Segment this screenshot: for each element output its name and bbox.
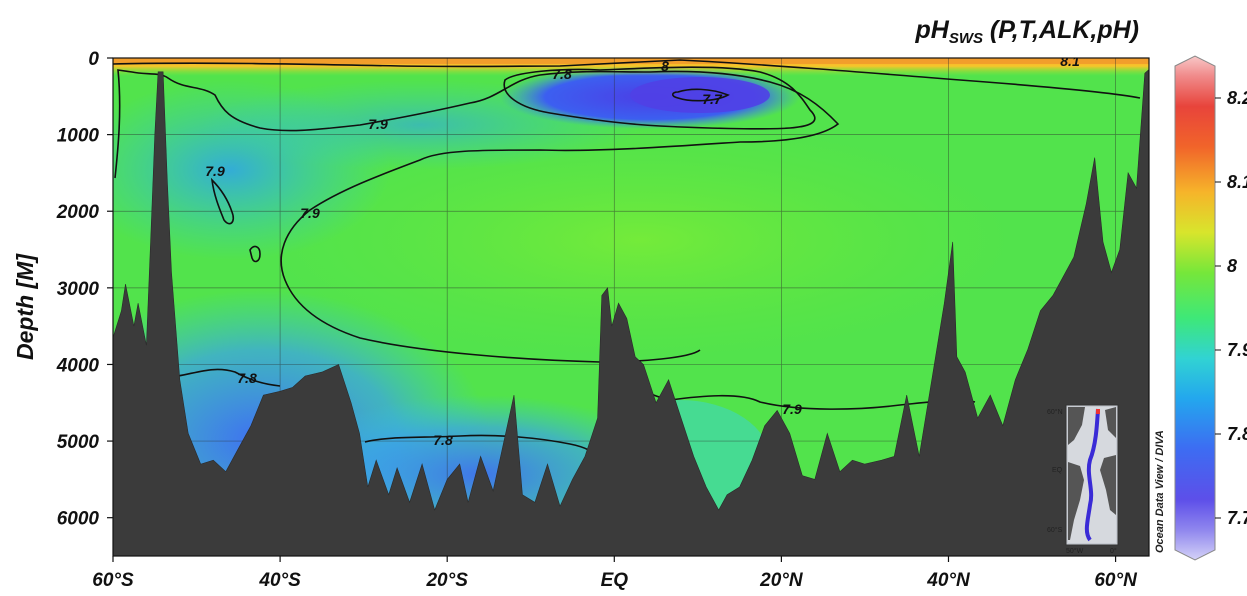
y-tick-label-3: 3000 [57, 279, 100, 300]
x-tick-label-0: 60°S [92, 570, 134, 591]
plot-area: 7.8 8 8.1 7.7 7.9 7.9 7.9 7.8 7.8 7.9 60… [113, 53, 1149, 556]
colorbar-ticks: 8.2 8.1 8 7.9 7.8 7.7 [1215, 88, 1247, 528]
plot-frame [112, 57, 1150, 557]
y-tick-label-2: 2000 [56, 202, 100, 223]
colorbar-tick-label-4: 7.8 [1227, 424, 1247, 444]
contour-label-7-9-c: 7.9 [300, 205, 320, 221]
colorbar-tick-label-5: 7.7 [1227, 508, 1247, 528]
y-tick-label-1: 1000 [57, 126, 100, 147]
contour-7-9-upper [114, 69, 840, 363]
colorbar-tick-label-0: 8.2 [1227, 88, 1247, 108]
omz-core [630, 77, 770, 113]
contour-label-7-9-d: 7.9 [782, 401, 802, 417]
chart-title: pHSWS (P,T,ALK,pH) [914, 16, 1139, 47]
x-tick-label-4: 20°N [759, 570, 804, 591]
inset-map: 60°N EQ 60°S 50°W 0° [1047, 404, 1119, 555]
contour-label-8-1: 8.1 [1060, 53, 1080, 69]
colorbar-tick-label-2: 8 [1227, 256, 1237, 276]
inset-map-africa [1100, 455, 1116, 515]
contour-7-7 [671, 88, 730, 102]
seafloor-bathymetry [113, 69, 1149, 556]
green-core-field [260, 120, 1020, 360]
x-axis-ticks: 60°S 40°S 20°S EQ 20°N 40°N 60°N [92, 556, 1138, 591]
y-tick-label-5: 5000 [57, 432, 100, 453]
inset-lat-eq: EQ [1052, 467, 1063, 474]
title-rest: (P,T,ALK,pH) [983, 16, 1139, 44]
colorbar-body [1174, 55, 1216, 561]
title-base: pH [914, 16, 949, 44]
y-tick-label-4: 4000 [56, 355, 100, 376]
contour-label-7-9-a: 7.9 [368, 116, 388, 132]
contour-label-7-8-c: 7.8 [433, 432, 453, 448]
inset-lon-50w: 50°W [1066, 547, 1084, 555]
contour-7-8-omz [503, 66, 816, 130]
y-axis-ticks: 0 1000 2000 3000 4000 5000 6000 [56, 49, 113, 530]
y-tick-label-0: 0 [88, 49, 99, 70]
inset-lat-60n: 60°N [1047, 408, 1063, 416]
inset-map-south-america [1068, 462, 1084, 540]
contour-label-7-9-b: 7.9 [205, 163, 225, 179]
surface-orange [113, 58, 1149, 64]
x-tick-label-2: 20°S [425, 570, 468, 591]
contour-label-8: 8 [661, 58, 669, 74]
inset-lat-60s: 60°S [1047, 526, 1063, 534]
y-tick-label-6: 6000 [57, 509, 100, 530]
colorbar-tick-label-1: 8.1 [1227, 172, 1247, 192]
x-tick-label-6: 60°N [1094, 570, 1138, 591]
inset-lon-0: 0° [1110, 547, 1117, 555]
contour-7-9-deep-north [599, 365, 976, 410]
colorbar-tick-label-3: 7.9 [1227, 340, 1247, 360]
y-axis-label: Depth [M] [12, 253, 38, 360]
title-subscript: SWS [949, 30, 983, 47]
contour-label-7-8-b: 7.8 [237, 370, 257, 386]
contour-labels: 7.8 8 8.1 7.7 7.9 7.9 7.9 7.8 7.8 7.9 [205, 53, 1080, 448]
contour-8-surface [113, 59, 1141, 99]
contour-label-7-8-a: 7.8 [552, 66, 572, 82]
inset-map-europe [1105, 407, 1116, 438]
contour-7-9-west [210, 177, 235, 225]
contour-7-9-blob [249, 245, 261, 263]
inset-map-north-america [1068, 407, 1085, 445]
colorbar: 8.2 8.1 8 7.9 7.8 7.7 [1174, 55, 1247, 561]
inset-map-cruise-track [1084, 408, 1100, 542]
contour-label-7-7: 7.7 [702, 91, 723, 107]
x-tick-label-5: 40°N [926, 570, 971, 591]
contour-7-8-deep-south [177, 368, 281, 387]
x-tick-label-3: EQ [601, 570, 629, 591]
x-tick-label-1: 40°S [258, 570, 301, 591]
credit-text: Ocean Data View / DIVA [1154, 430, 1166, 553]
